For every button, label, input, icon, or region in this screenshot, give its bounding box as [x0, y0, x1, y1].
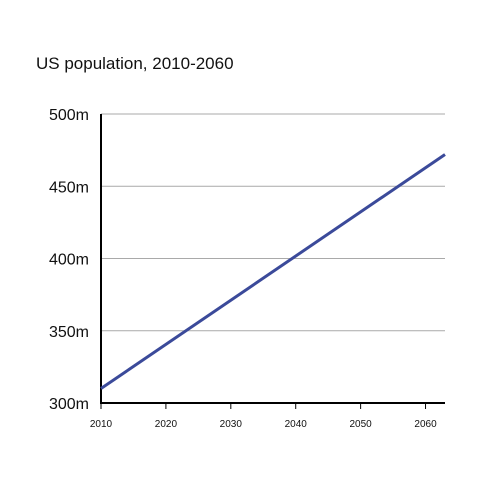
x-tick-label: 2030 — [220, 419, 243, 430]
x-tick-label: 2050 — [349, 419, 372, 430]
axes — [100, 114, 445, 409]
chart-title: US population, 2010-2060 — [36, 54, 234, 73]
y-tick-label: 350m — [49, 324, 89, 341]
x-tick-label: 2010 — [90, 419, 113, 430]
x-tick-label: 2060 — [414, 419, 437, 430]
y-tick-label: 500m — [49, 107, 89, 124]
x-tick-label: 2040 — [285, 419, 308, 430]
y-tick-label: 450m — [49, 179, 89, 196]
gridlines — [101, 113, 445, 332]
tick-labels: 300m 350m 400m 450m 500m 2010 2020 2030 2040 2050… — [49, 107, 437, 430]
series-layer — [100, 153, 446, 390]
series-line-0 — [100, 153, 446, 390]
y-tick-label: 300m — [49, 396, 89, 413]
x-tick-label: 2020 — [155, 419, 178, 430]
y-tick-label: 400m — [49, 252, 89, 269]
